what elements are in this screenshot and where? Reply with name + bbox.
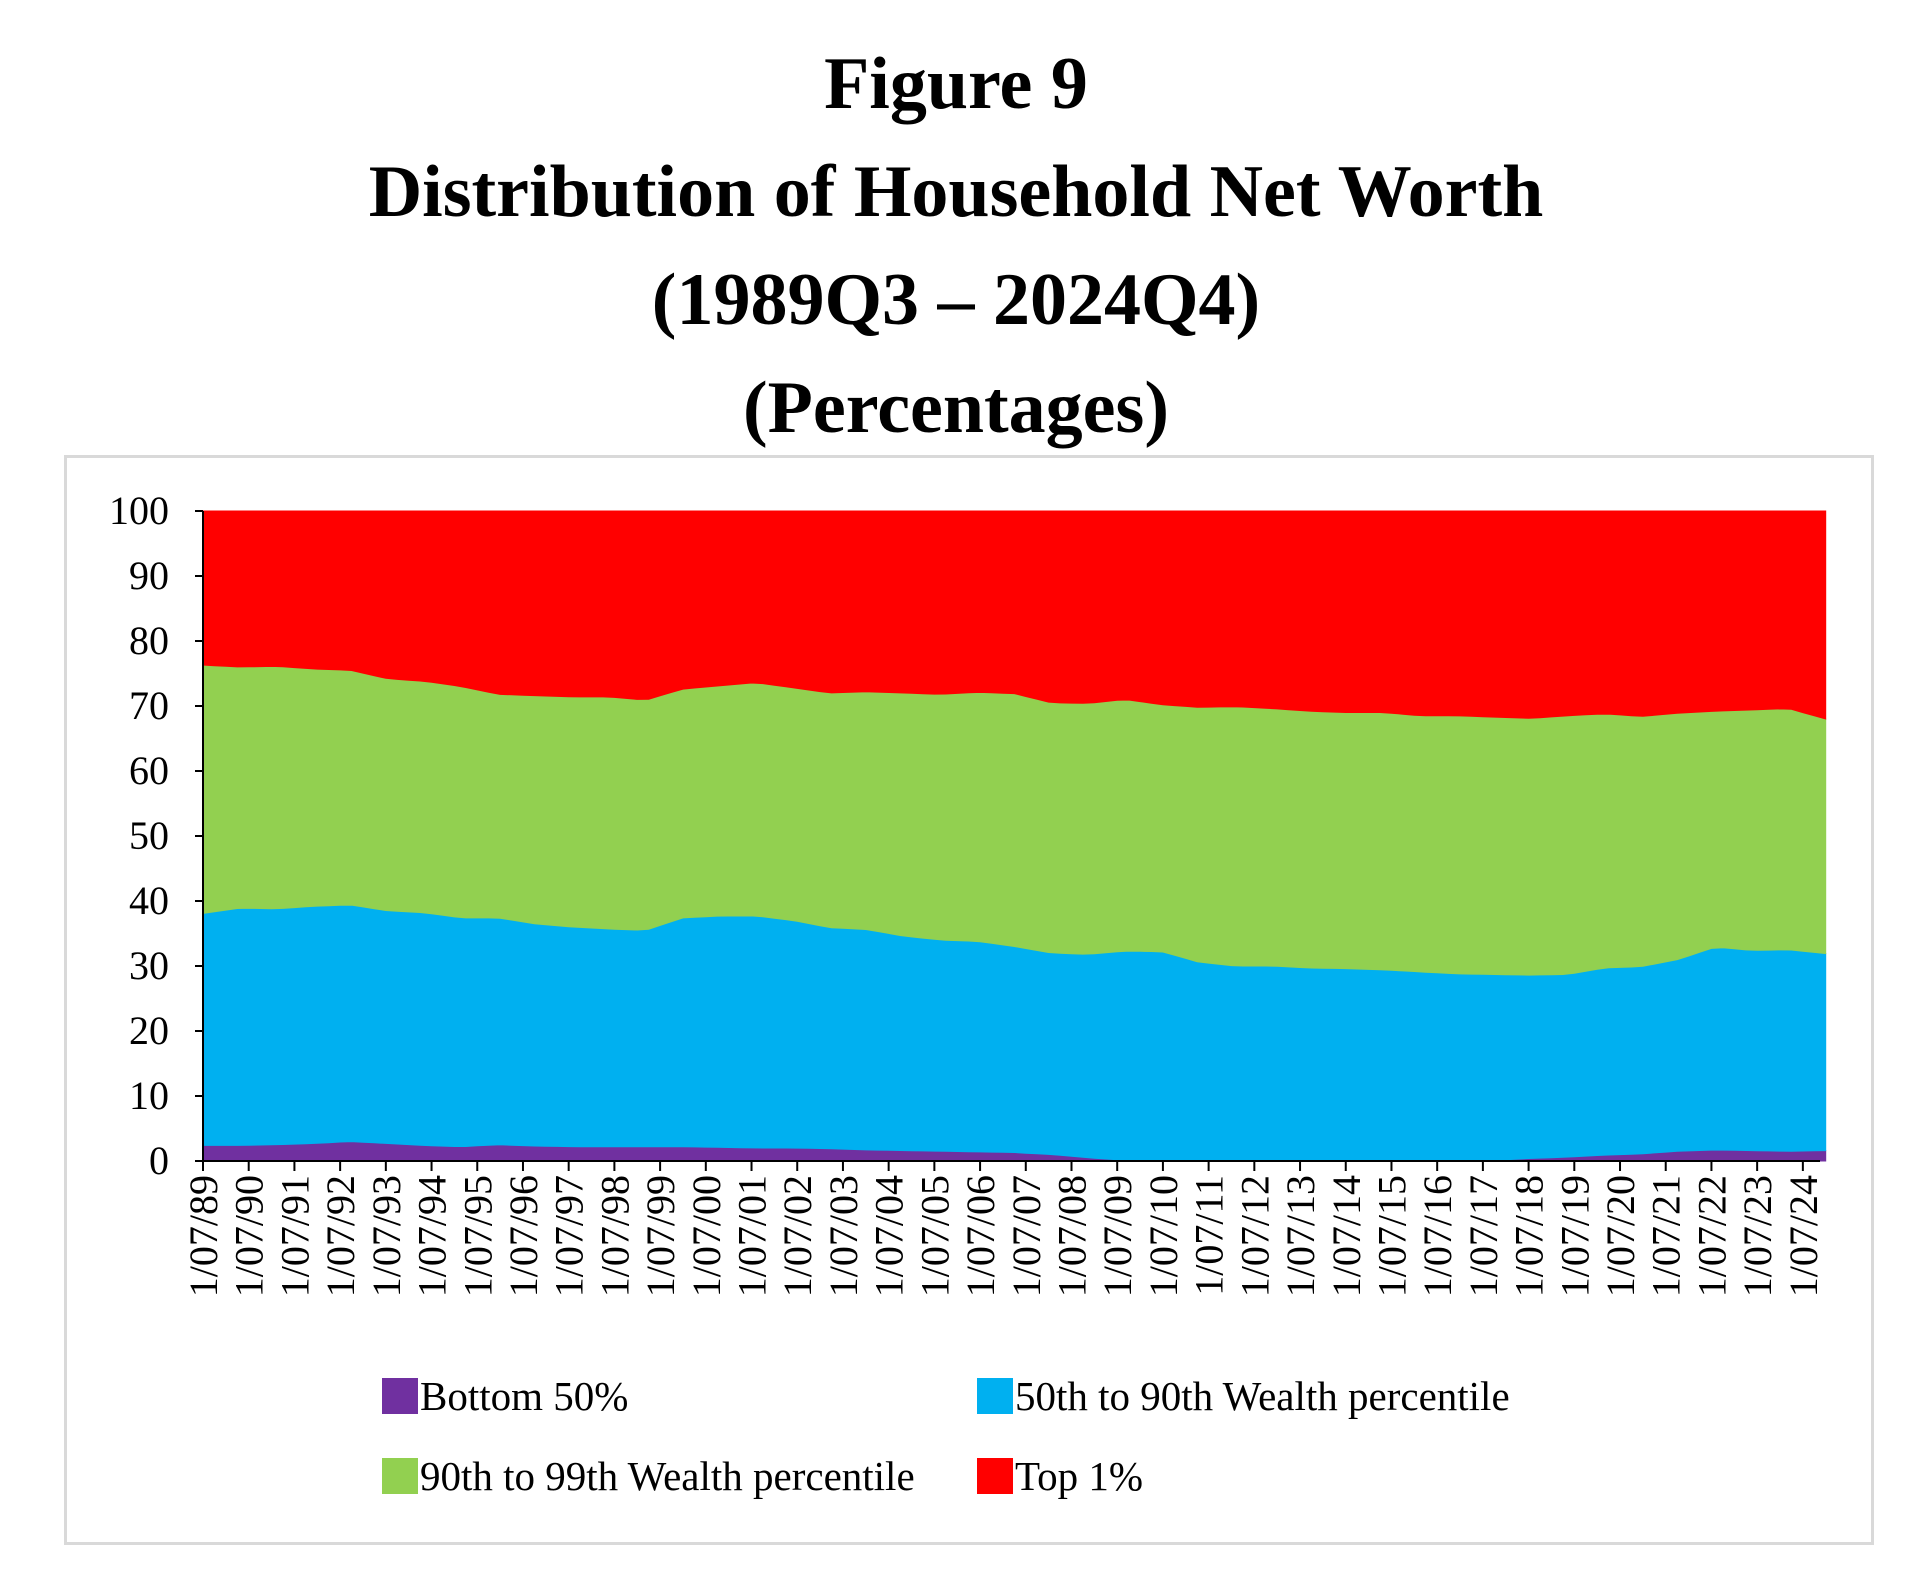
x-tick-label: 1/07/92 xyxy=(318,1175,363,1297)
y-tick-label: 10 xyxy=(129,1073,169,1118)
title-line-1: Figure 9 xyxy=(824,43,1088,125)
x-tick-label: 1/07/23 xyxy=(1735,1175,1780,1297)
y-tick-label: 30 xyxy=(129,943,169,988)
x-tick-label: 1/07/00 xyxy=(684,1175,729,1297)
x-tick-label: 1/07/93 xyxy=(364,1175,409,1297)
x-tick-label: 1/07/91 xyxy=(272,1175,317,1297)
x-tick-label: 1/07/03 xyxy=(821,1175,866,1297)
x-tick-label: 1/07/04 xyxy=(867,1175,912,1297)
x-tick-label: 1/07/16 xyxy=(1415,1175,1460,1297)
y-tick-label: 100 xyxy=(109,488,169,533)
y-tick-label: 0 xyxy=(149,1138,169,1183)
title-line-4: (Percentages) xyxy=(743,367,1169,449)
x-tick-label: 1/07/18 xyxy=(1507,1175,1552,1297)
x-tick-label: 1/07/15 xyxy=(1369,1175,1414,1297)
x-tick-label: 1/07/06 xyxy=(958,1175,1003,1297)
x-tick-label: 1/07/14 xyxy=(1324,1175,1369,1297)
y-tick-label: 20 xyxy=(129,1008,169,1053)
series-areas xyxy=(202,510,1827,1162)
y-tick-label: 80 xyxy=(129,618,169,663)
x-tick-label: 1/07/09 xyxy=(1095,1175,1140,1297)
x-axis-ticks: 1/07/89 1/07/90 1/07/91 1/07/92 1/07/93 1/07/… xyxy=(181,1161,1826,1297)
x-tick-label: 1/07/96 xyxy=(501,1175,546,1297)
x-tick-label: 1/07/20 xyxy=(1598,1175,1643,1297)
x-tick-label: 1/07/21 xyxy=(1644,1175,1689,1297)
y-tick-label: 40 xyxy=(129,878,169,923)
x-tick-label: 1/07/98 xyxy=(592,1175,637,1297)
x-tick-label: 1/07/94 xyxy=(410,1175,455,1297)
x-tick-label: 1/07/01 xyxy=(730,1175,775,1297)
x-tick-label: 1/07/10 xyxy=(1141,1175,1186,1297)
x-tick-label: 1/07/22 xyxy=(1689,1175,1734,1297)
x-tick-label: 1/07/13 xyxy=(1278,1175,1323,1297)
x-tick-label: 1/07/07 xyxy=(1004,1175,1049,1297)
title-line-3: (1989Q3 – 2024Q4) xyxy=(651,259,1261,341)
x-tick-label: 1/07/89 xyxy=(181,1175,226,1297)
area-series-3 xyxy=(202,510,1827,720)
x-tick-label: 1/07/97 xyxy=(547,1175,592,1297)
x-tick-label: 1/07/08 xyxy=(1049,1175,1094,1297)
x-tick-label: 1/07/95 xyxy=(455,1175,500,1297)
x-tick-label: 1/07/12 xyxy=(1232,1175,1277,1297)
x-tick-label: 1/07/19 xyxy=(1552,1175,1597,1297)
x-tick-label: 1/07/24 xyxy=(1781,1175,1826,1297)
y-tick-label: 90 xyxy=(129,553,169,598)
y-tick-label: 50 xyxy=(129,813,169,858)
y-tick-label: 70 xyxy=(129,683,169,728)
x-tick-label: 1/07/05 xyxy=(912,1175,957,1297)
x-tick-label: 1/07/90 xyxy=(227,1175,272,1297)
y-axis-ticks: 0 10 20 30 40 50 60 70 80 90 100 xyxy=(109,488,203,1183)
x-tick-label: 1/07/99 xyxy=(638,1175,683,1297)
x-tick-label: 1/07/17 xyxy=(1461,1175,1506,1297)
title-line-2: Distribution of Household Net Worth xyxy=(368,151,1544,233)
y-tick-label: 60 xyxy=(129,748,169,793)
x-tick-label: 1/07/11 xyxy=(1187,1175,1232,1296)
x-tick-label: 1/07/02 xyxy=(775,1175,820,1297)
chart-title: Figure 9 Distribution of Household Net W… xyxy=(0,30,1912,462)
